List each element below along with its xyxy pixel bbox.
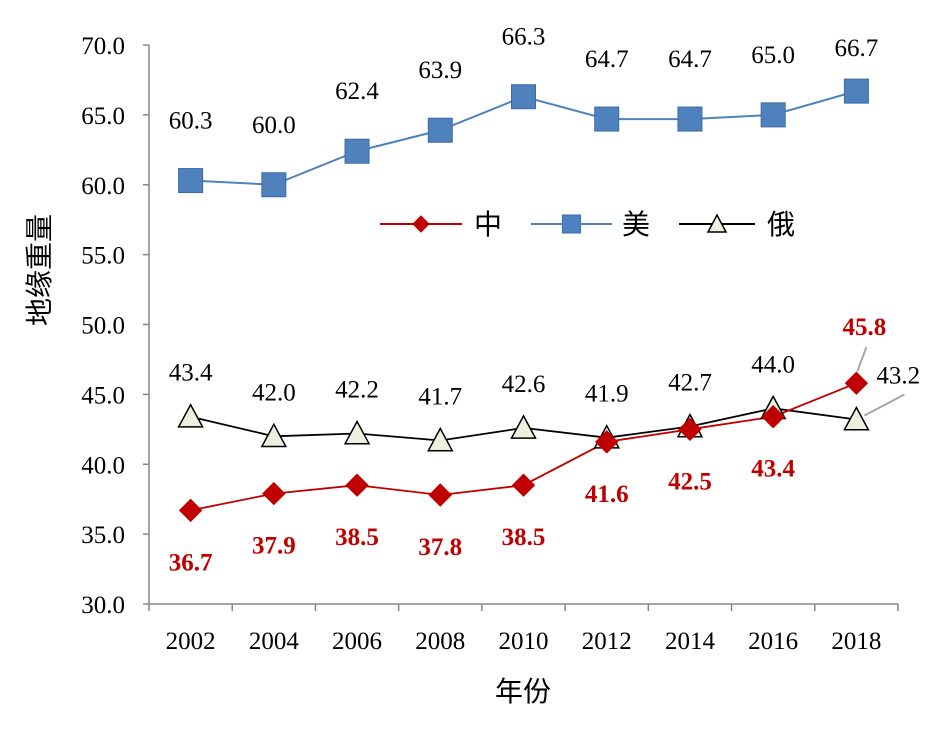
legend-marker-diamond bbox=[412, 215, 430, 233]
data-point-triangle bbox=[260, 422, 288, 448]
data-point-diamond bbox=[428, 483, 452, 507]
x-tick-label: 2002 bbox=[166, 628, 216, 655]
y-tick-label: 35.0 bbox=[81, 522, 125, 549]
legend-marker-triangle bbox=[706, 213, 728, 233]
x-tick-label: 2004 bbox=[249, 628, 300, 655]
data-label: 37.8 bbox=[418, 534, 462, 561]
data-point-diamond bbox=[761, 405, 785, 429]
leader-line bbox=[856, 346, 868, 372]
data-label: 43.4 bbox=[169, 360, 213, 387]
data-label: 41.6 bbox=[585, 481, 629, 508]
series-lines-group bbox=[190, 90, 857, 512]
data-label: 64.7 bbox=[668, 46, 712, 73]
legend-marker-square bbox=[562, 214, 581, 234]
data-point-diamond bbox=[262, 481, 286, 506]
data-label: 41.7 bbox=[418, 383, 462, 410]
data-label: 62.4 bbox=[335, 78, 379, 105]
x-tick-label: 2012 bbox=[582, 628, 632, 655]
x-tick-label: 2008 bbox=[415, 628, 465, 655]
data-label: 41.9 bbox=[585, 381, 629, 408]
data-label: 36.7 bbox=[169, 549, 213, 576]
data-label: 60.0 bbox=[252, 112, 296, 139]
data-point-triangle bbox=[343, 419, 371, 445]
data-point-diamond bbox=[511, 473, 536, 497]
legend-label: 中 bbox=[474, 209, 502, 241]
data-label: 42.7 bbox=[668, 370, 712, 397]
data-point-square bbox=[261, 172, 287, 198]
x-tick-label: 2018 bbox=[831, 628, 881, 655]
data-label: 42.6 bbox=[502, 371, 546, 398]
data-label: 43.4 bbox=[751, 456, 795, 483]
data-point-square bbox=[594, 106, 620, 132]
data-label: 38.5 bbox=[335, 524, 379, 551]
y-tick-label: 65.0 bbox=[81, 103, 125, 130]
data-label: 42.5 bbox=[668, 468, 712, 495]
y-tick-label: 45.0 bbox=[81, 382, 125, 409]
data-point-square bbox=[843, 78, 869, 104]
series-markers-group bbox=[177, 78, 870, 523]
y-tick-label: 70.0 bbox=[81, 33, 125, 60]
x-axis-title: 年份 bbox=[495, 676, 551, 708]
y-tick-label: 50.0 bbox=[81, 313, 125, 340]
y-tick-label: 40.0 bbox=[81, 452, 125, 479]
data-point-diamond bbox=[844, 371, 869, 395]
y-tick-label: 30.0 bbox=[81, 592, 125, 619]
data-point-square bbox=[427, 117, 453, 143]
data-label: 42.2 bbox=[335, 377, 379, 404]
data-point-triangle bbox=[510, 414, 537, 439]
data-point-square bbox=[677, 106, 703, 132]
data-label: 42.0 bbox=[252, 379, 296, 406]
data-label: 60.3 bbox=[169, 108, 213, 135]
data-point-square bbox=[178, 168, 204, 194]
data-label: 66.7 bbox=[835, 35, 879, 62]
data-point-diamond bbox=[678, 417, 702, 442]
data-label: 64.7 bbox=[585, 46, 629, 73]
data-point-diamond bbox=[345, 473, 369, 497]
data-point-triangle bbox=[843, 405, 870, 431]
data-point-square bbox=[344, 138, 370, 164]
axes-group: 30.0 35.0 40.0 45.0 50.0 55.0 60.0 65.0 70.0 2002… bbox=[81, 33, 899, 655]
data-point-square bbox=[511, 84, 536, 110]
leader-lines-group bbox=[856, 346, 905, 417]
y-axis-title: 地缘重量 bbox=[24, 214, 56, 326]
data-point-triangle bbox=[177, 403, 204, 428]
x-tick-label: 2014 bbox=[665, 628, 716, 655]
y-tick-label: 60.0 bbox=[81, 173, 125, 200]
data-point-diamond bbox=[595, 430, 619, 454]
data-label: 66.3 bbox=[502, 24, 546, 51]
data-label: 63.9 bbox=[418, 57, 462, 84]
data-point-square bbox=[760, 102, 786, 128]
y-tick-label: 55.0 bbox=[81, 243, 125, 270]
legend-label: 美 bbox=[622, 209, 650, 241]
legend: 中美俄 bbox=[380, 209, 795, 241]
x-tick-label: 2010 bbox=[499, 628, 549, 655]
data-label: 44.0 bbox=[751, 351, 795, 378]
x-tick-label: 2016 bbox=[748, 628, 798, 655]
x-tick-label: 2006 bbox=[332, 628, 382, 655]
leader-line bbox=[863, 393, 905, 417]
data-label: 65.0 bbox=[751, 42, 795, 69]
legend-label: 俄 bbox=[767, 209, 795, 241]
data-label: 43.2 bbox=[876, 363, 920, 390]
data-label: 38.5 bbox=[502, 524, 546, 551]
data-point-triangle bbox=[427, 426, 454, 452]
data-label: 45.8 bbox=[843, 314, 887, 341]
data-labels-group: 36.7 37.9 38.5 37.8 38.5 41.6 42.5 43.4 45.8 60.3… bbox=[169, 24, 920, 577]
data-label: 37.9 bbox=[252, 533, 296, 560]
data-point-diamond bbox=[178, 498, 203, 523]
